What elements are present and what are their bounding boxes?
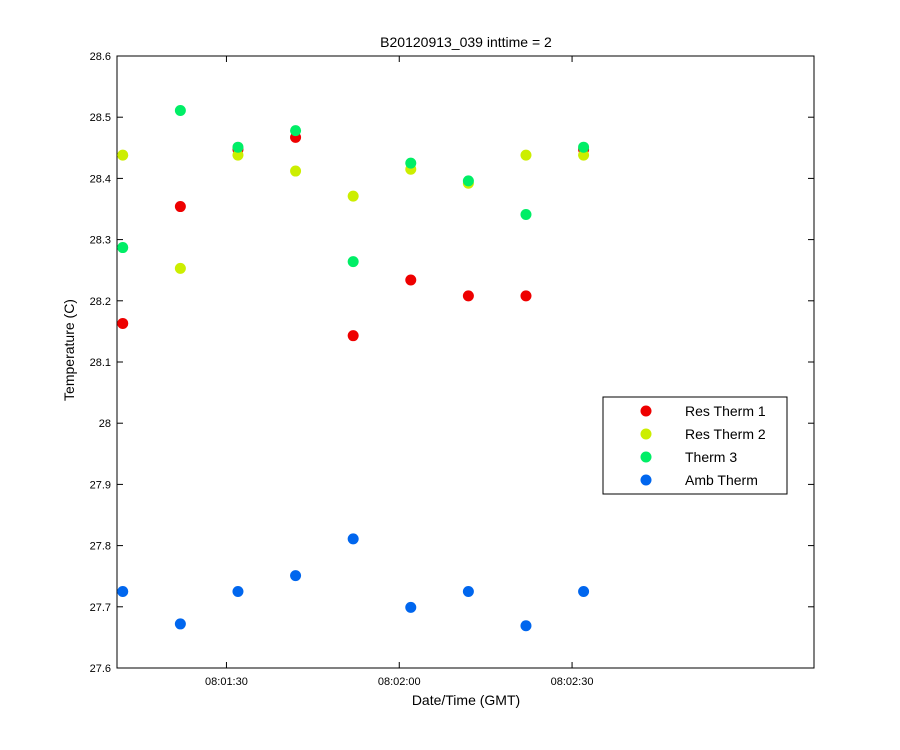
legend-label: Res Therm 1	[685, 403, 766, 419]
x-axis-title: Date/Time (GMT)	[412, 692, 520, 708]
data-point	[290, 165, 302, 177]
plot-area	[116, 55, 815, 669]
data-point	[462, 175, 474, 187]
data-point	[520, 620, 532, 632]
legend-label: Therm 3	[685, 449, 737, 465]
x-tick-label: 08:02:00	[378, 676, 421, 688]
data-point	[174, 104, 186, 116]
data-point	[520, 149, 532, 161]
x-axis: 08:01:30 08:02:00 08:02:30	[205, 56, 593, 688]
y-tick-label: 28.6	[90, 51, 111, 63]
data-point	[347, 190, 359, 202]
data-point	[290, 125, 302, 137]
series-therm-3	[117, 104, 590, 268]
y-tick-label: 28.2	[90, 296, 111, 308]
data-point	[347, 330, 359, 342]
data-point	[117, 586, 129, 597]
x-tick-label: 08:01:30	[205, 676, 248, 688]
data-points	[117, 104, 590, 632]
data-point	[578, 149, 590, 161]
data-point	[520, 209, 532, 221]
y-tick-label: 27.6	[90, 663, 111, 675]
data-point	[117, 317, 129, 329]
data-point	[117, 149, 129, 161]
data-point	[405, 601, 417, 613]
data-point	[117, 242, 129, 254]
legend-marker	[640, 405, 652, 417]
y-tick-label: 28.1	[90, 357, 111, 369]
x-tick-label: 08:02:30	[551, 676, 594, 688]
data-point	[578, 141, 590, 153]
y-tick-label: 28.5	[90, 112, 111, 124]
data-point	[290, 570, 302, 582]
y-axis: 27.6 27.7 27.8 27.9 28 28.1 28.2 28.3 28.4 28.5 28…	[90, 51, 814, 675]
y-axis-title: Temperature (C)	[61, 299, 77, 401]
legend-marker	[640, 428, 652, 440]
legend-label: Amb Therm	[685, 472, 758, 488]
data-point	[232, 141, 244, 153]
legend-label: Res Therm 2	[685, 426, 766, 442]
data-point	[405, 157, 417, 169]
legend: Res Therm 1 Res Therm 2 Therm 3 Amb Therm	[602, 396, 788, 495]
data-point	[405, 274, 417, 286]
y-tick-label: 28.3	[90, 235, 111, 247]
data-point	[578, 586, 590, 597]
legend-marker	[640, 474, 652, 486]
y-tick-label: 27.9	[90, 479, 111, 491]
data-point	[174, 618, 186, 630]
data-point	[174, 201, 186, 213]
series-amb-therm	[117, 533, 590, 632]
data-point	[462, 290, 474, 302]
chart-title: B20120913_039 inttime = 2	[380, 34, 552, 50]
legend-marker	[640, 451, 652, 463]
data-point	[232, 149, 244, 161]
data-point	[462, 586, 474, 597]
y-tick-label: 27.8	[90, 541, 111, 553]
data-point	[174, 262, 186, 274]
legend-box	[602, 396, 788, 495]
y-tick-label: 28.4	[90, 173, 111, 185]
data-point	[347, 256, 359, 268]
y-tick-label: 27.7	[90, 602, 111, 614]
data-point	[347, 533, 359, 545]
data-point	[232, 586, 244, 597]
data-point	[520, 290, 532, 302]
y-tick-label: 28	[99, 418, 111, 430]
